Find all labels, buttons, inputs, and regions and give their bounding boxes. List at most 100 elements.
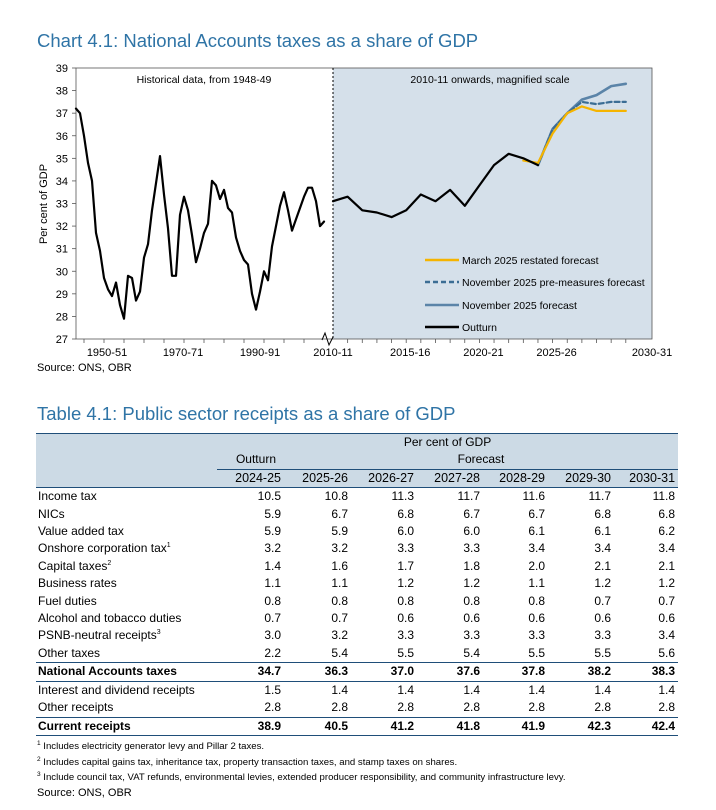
table-cell: 2.8 xyxy=(528,700,545,715)
table-cell: 5.5 xyxy=(594,645,611,660)
table-cell: 3.3 xyxy=(463,541,480,556)
row-label: Income tax xyxy=(38,489,97,504)
table-row: Current receipts 38.9 40.5 41.2 41.8 41.9 42.3… xyxy=(36,716,679,736)
annotation-historical: Historical data, from 1948-49 xyxy=(137,74,272,86)
axis-break-mark xyxy=(321,331,334,347)
y-axis-label: Per cent of GDP xyxy=(38,164,50,244)
table-row: Value added tax 5.9 5.9 6.0 6.0 6.1 6.1 6.2 xyxy=(36,523,678,540)
row-label: Alcohol and tobacco duties xyxy=(38,611,182,626)
table-cell: 5.9 xyxy=(264,506,281,521)
table-cell: 0.7 xyxy=(594,593,611,608)
table-cell: 6.7 xyxy=(331,506,348,521)
table-cell: 1.2 xyxy=(594,576,611,591)
table-cell: 11.3 xyxy=(391,489,414,504)
footnote-3: 3 Include council tax, VAT refunds, envi… xyxy=(37,771,566,783)
table-row: Onshore corporation tax1 3.2 3.2 3.3 3.3 3.4 3… xyxy=(36,540,678,557)
table-cell: 0.7 xyxy=(264,611,281,626)
table-cell: 3.2 xyxy=(331,628,348,643)
table-cell: 3.0 xyxy=(264,628,281,643)
table-cell: 1.4 xyxy=(264,558,281,573)
row-label: Interest and dividend receipts xyxy=(38,682,195,697)
year-header-blank xyxy=(36,469,217,489)
table-cell: 0.6 xyxy=(594,611,611,626)
table-row: Alcohol and tobacco duties 0.7 0.7 0.6 0.6 0.… xyxy=(36,610,678,627)
legend-label: Outturn xyxy=(462,322,497,334)
table-title: Table 4.1: Public sector receipts as a s… xyxy=(37,403,456,424)
table-cell: 41.2 xyxy=(351,716,417,736)
table-row: Income tax 10.5 10.8 11.3 11.7 11.6 11.7 11.8 xyxy=(36,488,678,506)
table-cell: 40.5 xyxy=(284,716,351,736)
y-tick-label: 38 xyxy=(56,86,68,98)
y-tick-label: 36 xyxy=(56,131,68,143)
y-tick-label: 39 xyxy=(56,63,68,75)
row-label: Value added tax xyxy=(38,524,124,539)
table-cell: 42.4 xyxy=(614,716,679,736)
y-tick-label: 30 xyxy=(56,266,68,278)
table-cell: 1.1 xyxy=(331,576,348,591)
year-header: 2029-30 xyxy=(548,469,614,489)
receipts-table: Per cent of GDP Outturn Forecast 2024-25… xyxy=(36,433,679,736)
row-label: Current receipts xyxy=(36,716,217,736)
year-header: 2026-27 xyxy=(351,469,417,489)
table-cell: 5.4 xyxy=(331,645,348,660)
table-cell: 11.6 xyxy=(522,489,545,504)
table-cell: 3.4 xyxy=(658,628,676,643)
footnote-marker: 2 xyxy=(107,559,112,567)
table-cell: 3.3 xyxy=(528,628,545,643)
table-cell: 6.8 xyxy=(397,506,414,521)
y-tick-label: 35 xyxy=(56,153,68,165)
table-cell: 2.8 xyxy=(331,700,348,715)
x-tick-label: 1950-51 xyxy=(87,347,127,359)
y-tick-label: 29 xyxy=(56,289,68,301)
table-cell: 6.8 xyxy=(658,506,676,521)
legend-label: November 2025 pre-measures forecast xyxy=(462,277,645,289)
table-cell: 1.1 xyxy=(528,576,545,591)
year-header: 2030-31 xyxy=(614,469,679,489)
table-cell: 5.9 xyxy=(264,524,281,539)
series-line-march-2025 xyxy=(522,105,627,164)
table-cell: 3.3 xyxy=(463,628,480,643)
row-label: Other receipts xyxy=(38,700,114,715)
table-cell: 2.2 xyxy=(264,645,281,660)
year-header: 2027-28 xyxy=(417,469,483,489)
y-tick-label: 34 xyxy=(56,176,68,188)
x-tick-label: 2030-31 xyxy=(632,347,672,359)
table-cell: 2.1 xyxy=(658,558,676,573)
table-row: Business rates 1.1 1.1 1.2 1.2 1.1 1.2 1.2 xyxy=(36,575,678,592)
table-cell: 5.4 xyxy=(463,645,480,660)
table-cell: 3.4 xyxy=(594,541,611,556)
table-cell: 1.7 xyxy=(397,558,414,573)
table-cell: 6.7 xyxy=(528,506,545,521)
row-label: National Accounts taxes xyxy=(36,662,217,682)
y-tick-label: 28 xyxy=(56,311,68,323)
table-cell: 0.7 xyxy=(658,593,676,608)
table-cell: 0.8 xyxy=(331,593,348,608)
chart-source: Source: ONS, OBR xyxy=(37,362,132,374)
x-tick-label: 1970-71 xyxy=(163,347,203,359)
table-cell: 0.6 xyxy=(658,611,676,626)
table-cell: 11.7 xyxy=(588,489,611,504)
series-line-nov-2025-pre-measures xyxy=(536,100,627,167)
table-cell: 3.3 xyxy=(397,628,414,643)
table-cell: 2.8 xyxy=(463,700,480,715)
table-cell: 34.7 xyxy=(217,662,284,682)
footnote-1: 1 Includes electricity generator levy an… xyxy=(37,740,265,752)
table-source: Source: ONS, OBR xyxy=(37,787,132,799)
table-row: Interest and dividend receipts 1.5 1.4 1.4 1… xyxy=(36,681,678,699)
table-cell: 2.8 xyxy=(594,700,611,715)
table-cell: 38.2 xyxy=(548,662,614,682)
table-cell: 0.6 xyxy=(463,611,480,626)
table-cell: 6.1 xyxy=(528,524,545,539)
x-tick-label: 2020-21 xyxy=(463,347,503,359)
table-cell: 11.7 xyxy=(457,489,480,504)
table-cell: 6.8 xyxy=(594,506,611,521)
table-cell: 3.4 xyxy=(658,541,676,556)
table-cell: 1.4 xyxy=(463,682,480,697)
y-tick-label: 32 xyxy=(56,221,68,233)
y-tick-label: 31 xyxy=(56,244,68,256)
table-cell: 3.2 xyxy=(264,541,281,556)
x-tick-label: 2015-16 xyxy=(390,347,430,359)
table-cell: 10.8 xyxy=(324,489,348,504)
table-row: Other receipts 2.8 2.8 2.8 2.8 2.8 2.8 2.8 xyxy=(36,699,678,717)
table-cell: 1.8 xyxy=(463,558,480,573)
